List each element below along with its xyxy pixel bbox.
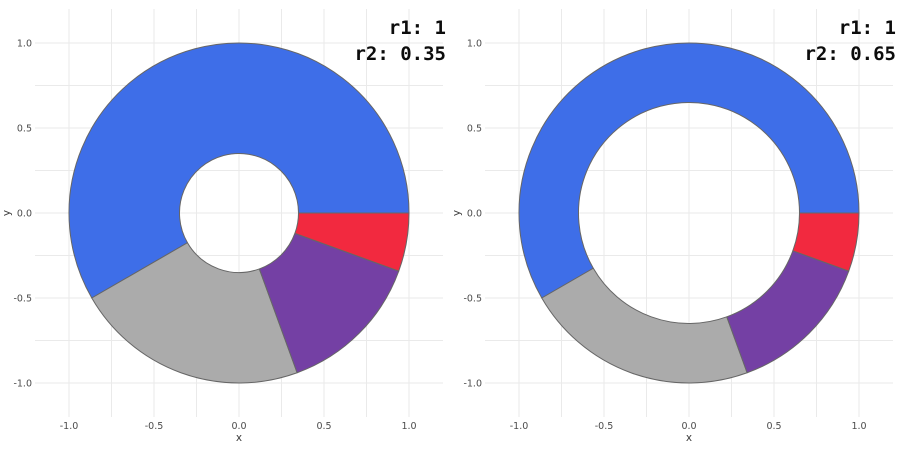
y-tick-label: -0.5 [463,294,482,305]
x-tick-label: -1.0 [510,421,529,432]
y-tick-label: 0.5 [17,124,32,135]
donut-segment-gray [91,242,298,384]
y-axis-title: y [451,210,463,216]
x-tick-label: -0.5 [145,421,164,432]
annotation-r2-right: r2: 0.65 [804,43,896,65]
donut-chart-right: -1.0 -1.0 -0.5 -0.5 0.0 0.0 0.5 0.5 1.0 1.0 x y [451,9,893,444]
donut-segment-red [792,212,860,272]
x-tick-label: -1.0 [60,421,79,432]
y-tick-label: 0.5 [467,124,482,135]
y-tick-label: 0.0 [467,209,482,220]
x-tick-label: 0.0 [681,421,696,432]
y-tick-label: -1.0 [13,379,32,390]
y-tick-label: 1.0 [467,39,482,50]
y-tick-label: 0.0 [17,209,32,220]
donut-panel-left: -1.0 -1.0 -0.5 -0.5 0.0 0.0 0.5 0.5 1.0 1.0 x y r1:… [1,9,446,444]
donut-chart-left: -1.0 -1.0 -0.5 -0.5 0.0 0.0 0.5 0.5 1.0 1.0 x y [1,9,443,444]
donut-segment-blue [518,42,860,299]
x-tick-label: 1.0 [851,421,866,432]
x-tick-label: 0.5 [316,421,331,432]
y-tick-label: -1.0 [463,379,482,390]
x-axis-title: x [236,432,242,444]
x-tick-label: 0.0 [231,421,246,432]
donut-segment-red [294,212,410,272]
x-tick-label: 0.5 [766,421,781,432]
y-tick-label: -0.5 [13,294,32,305]
annotation-r1-right: r1: 1 [838,17,896,39]
y-axis-title: y [1,210,13,216]
x-axis-title: x [686,432,692,444]
donut-segment-gray [541,267,748,384]
x-tick-label: -0.5 [595,421,614,432]
annotation-block-left: r1: 1 r2: 0.35 [354,15,446,67]
annotation-r1-left: r1: 1 [388,17,446,39]
annotation-block-right: r1: 1 r2: 0.65 [804,15,896,67]
y-tick-label: 1.0 [17,39,32,50]
x-tick-label: 1.0 [401,421,416,432]
donut-panel-right: -1.0 -1.0 -0.5 -0.5 0.0 0.0 0.5 0.5 1.0 1.0 x y r1:… [450,0,900,450]
donut-segment-purple [258,232,400,374]
donut-segment-blue [68,42,410,299]
annotation-r2-left: r2: 0.35 [354,43,446,65]
donut-segment-purple [726,250,850,374]
